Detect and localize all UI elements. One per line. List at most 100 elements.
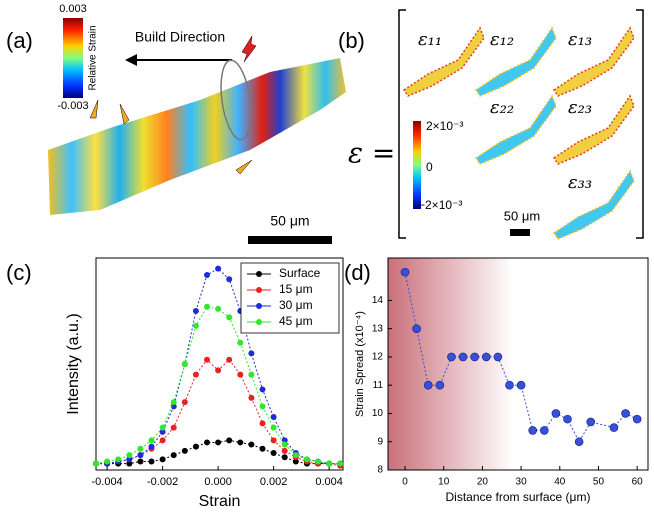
data-point: [259, 386, 266, 393]
y-tick-label: 12: [372, 352, 384, 363]
component-map: [402, 26, 485, 97]
bracket: [398, 9, 406, 239]
colorbar-max: 0.003: [59, 3, 87, 15]
data-point: [226, 276, 233, 283]
component-map: [552, 26, 635, 97]
x-tick-label: -0.002: [147, 476, 178, 488]
data-point: [104, 458, 111, 465]
data-point: [137, 458, 144, 465]
data-point: [170, 424, 177, 431]
data-point: [137, 445, 144, 452]
data-point: [159, 424, 166, 431]
legend-label: 45 μm: [279, 314, 313, 328]
red-arrow: [241, 35, 257, 63]
data-point: [270, 437, 277, 444]
data-point: [493, 352, 503, 362]
data-point: [148, 458, 155, 465]
y-tick-label: 14: [372, 295, 384, 306]
data-point: [126, 460, 133, 467]
plot-frame: [95, 257, 344, 471]
legend-label: 30 μm: [279, 298, 313, 312]
series-line: [96, 267, 341, 465]
data-point: [192, 371, 199, 378]
x-tick-label: 0.002: [260, 476, 288, 488]
data-point: [192, 308, 199, 314]
tensor-component: ε₁₂: [490, 29, 514, 50]
tensor-lhs: ε =: [348, 137, 395, 170]
panel-label: (b): [338, 28, 365, 53]
data-point: [226, 314, 233, 321]
y-axis-label: Intensity (a.u.): [65, 313, 82, 414]
chart: -0.004 -0.002 0.000 0.002 0.004 (c) Strain Inte…: [6, 257, 344, 510]
data-point: [505, 380, 514, 390]
data-point: [337, 460, 344, 467]
data-point: [400, 267, 410, 277]
data-point: [170, 399, 177, 406]
data-point: [115, 456, 122, 463]
data-point: [609, 423, 619, 432]
data-point: [181, 399, 188, 406]
data-point: [248, 394, 255, 401]
data-point: [281, 441, 288, 448]
x-tick-label: 0.000: [204, 476, 232, 488]
x-tick-label: 10: [438, 477, 450, 488]
data-point: [481, 352, 491, 362]
x-tick-label: 50: [593, 477, 605, 488]
data-point: [281, 447, 288, 454]
data-point: [204, 356, 211, 363]
data-point: [270, 450, 277, 457]
data-point: [192, 443, 199, 450]
series-line: [404, 272, 638, 443]
tensor-component: ε₁₁: [418, 29, 442, 50]
colorbar-min: -0.003: [57, 100, 88, 112]
arrow-head: [125, 54, 137, 66]
data-point: [248, 371, 255, 378]
data-point: [215, 305, 222, 312]
x-tick-label: 20: [477, 477, 489, 488]
legend-label: 15 μm: [279, 282, 313, 296]
scale-bar: [248, 236, 332, 244]
data-point: [563, 414, 572, 424]
component-map: [552, 169, 635, 240]
data-point: [215, 367, 222, 374]
chart: 0 10 20 30 40 50 60 8 9 10 11 12 13 14(d) Distance fro…: [344, 257, 649, 504]
data-point: [540, 426, 549, 435]
panel-label: (d): [344, 260, 371, 285]
data-point: [148, 443, 155, 450]
x-tick-label: 40: [554, 477, 566, 488]
data-point: [281, 454, 288, 461]
shaded-region: [388, 258, 514, 470]
data-point: [237, 339, 244, 346]
data-point: [270, 414, 277, 420]
data-point: [215, 265, 222, 272]
data-point: [237, 371, 244, 378]
data-point: [259, 445, 266, 452]
scale-bar: [510, 229, 530, 236]
legend-marker: [256, 271, 262, 277]
data-point: [423, 380, 433, 390]
colorbar-mid: 0: [426, 160, 433, 174]
legend-marker: [256, 287, 262, 293]
data-point: [204, 303, 211, 310]
component-map: [474, 94, 557, 165]
colorbar-max: 2×10⁻³: [426, 119, 463, 133]
data-point: [315, 458, 322, 465]
y-tick-label: 8: [377, 465, 383, 476]
data-point: [528, 426, 538, 435]
data-point: [259, 420, 266, 427]
panel-b: (b) ε = 2×10⁻³ 0 −2×10⁻³ ε₁₁ ε₁₂ ε₁₃ ε₂₂ ε₂₃…: [338, 9, 644, 240]
annotation: Build Direction: [135, 29, 225, 45]
colorbar-min: −2×10⁻³: [418, 198, 462, 212]
data-point: [159, 456, 166, 463]
bracket: [636, 9, 644, 239]
tensor-component: ε₃₃: [568, 172, 592, 193]
data-point: [237, 439, 244, 446]
x-tick-label: 0: [402, 477, 408, 488]
scale-label: 50 μm: [504, 208, 540, 223]
data-point: [574, 437, 584, 447]
x-tick-label: 60: [632, 477, 644, 488]
data-point: [215, 439, 222, 446]
data-point: [303, 456, 310, 463]
